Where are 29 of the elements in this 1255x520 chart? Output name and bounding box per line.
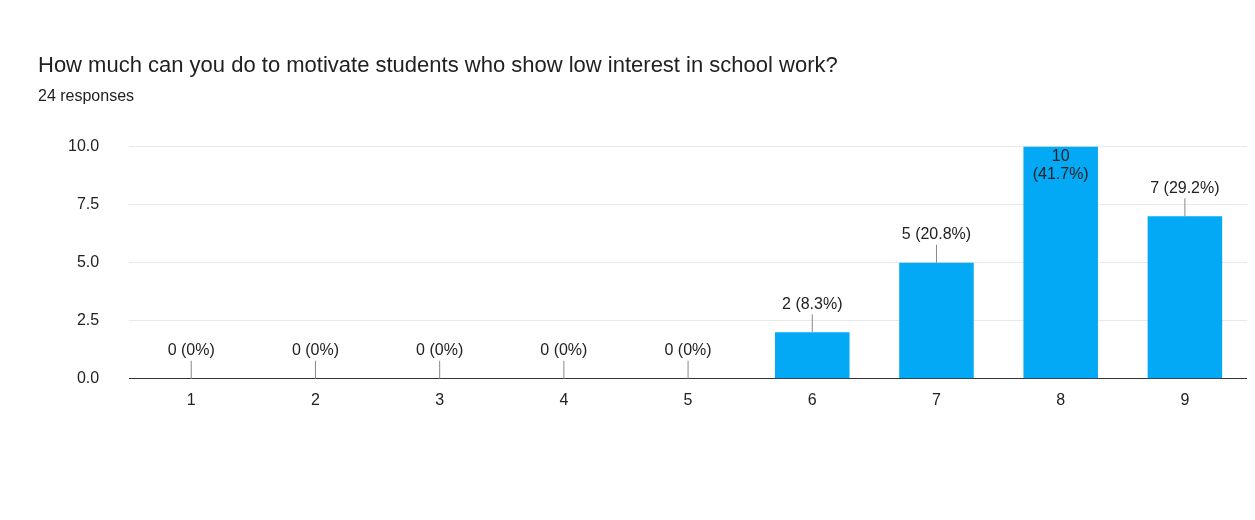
x-tick-label: 4: [559, 390, 569, 408]
data-label: 10 (41.7%): [1032, 147, 1089, 183]
y-tick-label: 0.0: [76, 369, 100, 387]
chart-title: How much can you do to motivate students who show low interest in school work?: [38, 52, 838, 78]
x-tick-label: 6: [807, 390, 817, 408]
x-tick-label: 3: [435, 390, 445, 408]
chart-subtitle: 24 responses: [38, 87, 135, 105]
y-tick-label: 7.5: [76, 195, 100, 213]
data-label: 0 (0%): [291, 341, 340, 359]
bar: [899, 262, 974, 379]
data-label: 7 (29.2%): [1150, 178, 1220, 196]
x-tick-label: 7: [932, 390, 942, 408]
data-label: 0 (0%): [416, 341, 464, 359]
bar: [1023, 146, 1098, 379]
data-label: 2 (8.3%): [782, 294, 843, 312]
bar: [775, 332, 850, 379]
data-label: 0 (0%): [167, 341, 215, 359]
y-tick-label: 10.0: [68, 137, 100, 155]
x-tick-label: 2: [311, 390, 320, 408]
x-tick-label: 9: [1180, 390, 1190, 408]
x-tick-label: 8: [1056, 390, 1066, 408]
data-label: 5 (20.8%): [901, 225, 972, 243]
data-label: 0 (0%): [540, 341, 588, 359]
data-label: 0 (0%): [664, 341, 712, 359]
y-tick-label: 2.5: [76, 311, 100, 329]
y-tick-label: 5.0: [76, 253, 100, 271]
bar: [1147, 216, 1223, 379]
x-tick-label: 1: [186, 390, 196, 408]
x-tick-label: 5: [683, 390, 693, 408]
